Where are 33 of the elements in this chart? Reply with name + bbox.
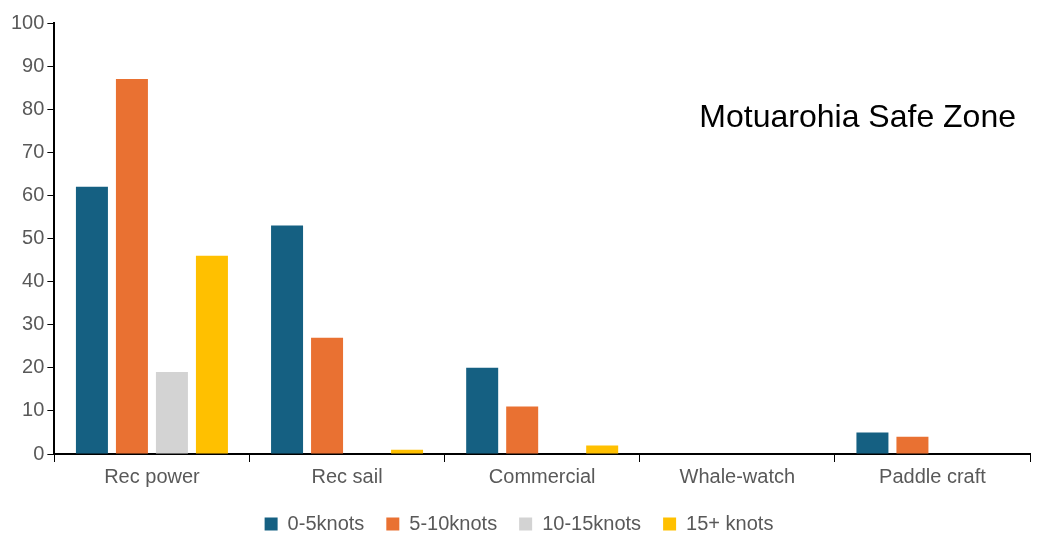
text: Motuarohia Safe Zone [699,97,1016,134]
x-tick-label: Rec sail [311,464,383,487]
y-tick-label: 70 [22,139,45,162]
y-tick-label: 0 [33,441,45,464]
bar [506,406,539,454]
y-tick-label: 20 [22,355,45,378]
y-tick-label: 100 [10,10,45,33]
x-tick-label: Commercial [488,464,596,487]
x-tick-label: Paddle craft [879,464,987,487]
bar [391,449,424,454]
legend-label: 5-10knots [409,511,498,534]
bar [271,225,304,454]
x-tick-label: Whale-watch [679,464,796,487]
bar [195,255,228,454]
bar [466,367,499,454]
bar [155,372,188,454]
bar [896,436,929,454]
y-tick-label: 40 [22,269,45,292]
y-tick-label: 90 [22,53,45,76]
legend-label: 0-5knots [287,511,365,534]
legend-label: 10-15knots [542,511,642,534]
y-tick-label: 30 [22,312,45,335]
y-tick-label: 10 [22,398,45,421]
bar [75,186,108,454]
bar [856,432,889,454]
y-tick-label: 60 [22,182,45,205]
x-tick-label: Rec power [104,464,201,487]
bar [115,79,148,454]
y-tick-label: 50 [22,226,45,249]
bar [586,445,619,454]
legend-label: 15+ knots [686,511,774,534]
y-tick-label: 80 [22,96,45,119]
bar [311,337,344,454]
